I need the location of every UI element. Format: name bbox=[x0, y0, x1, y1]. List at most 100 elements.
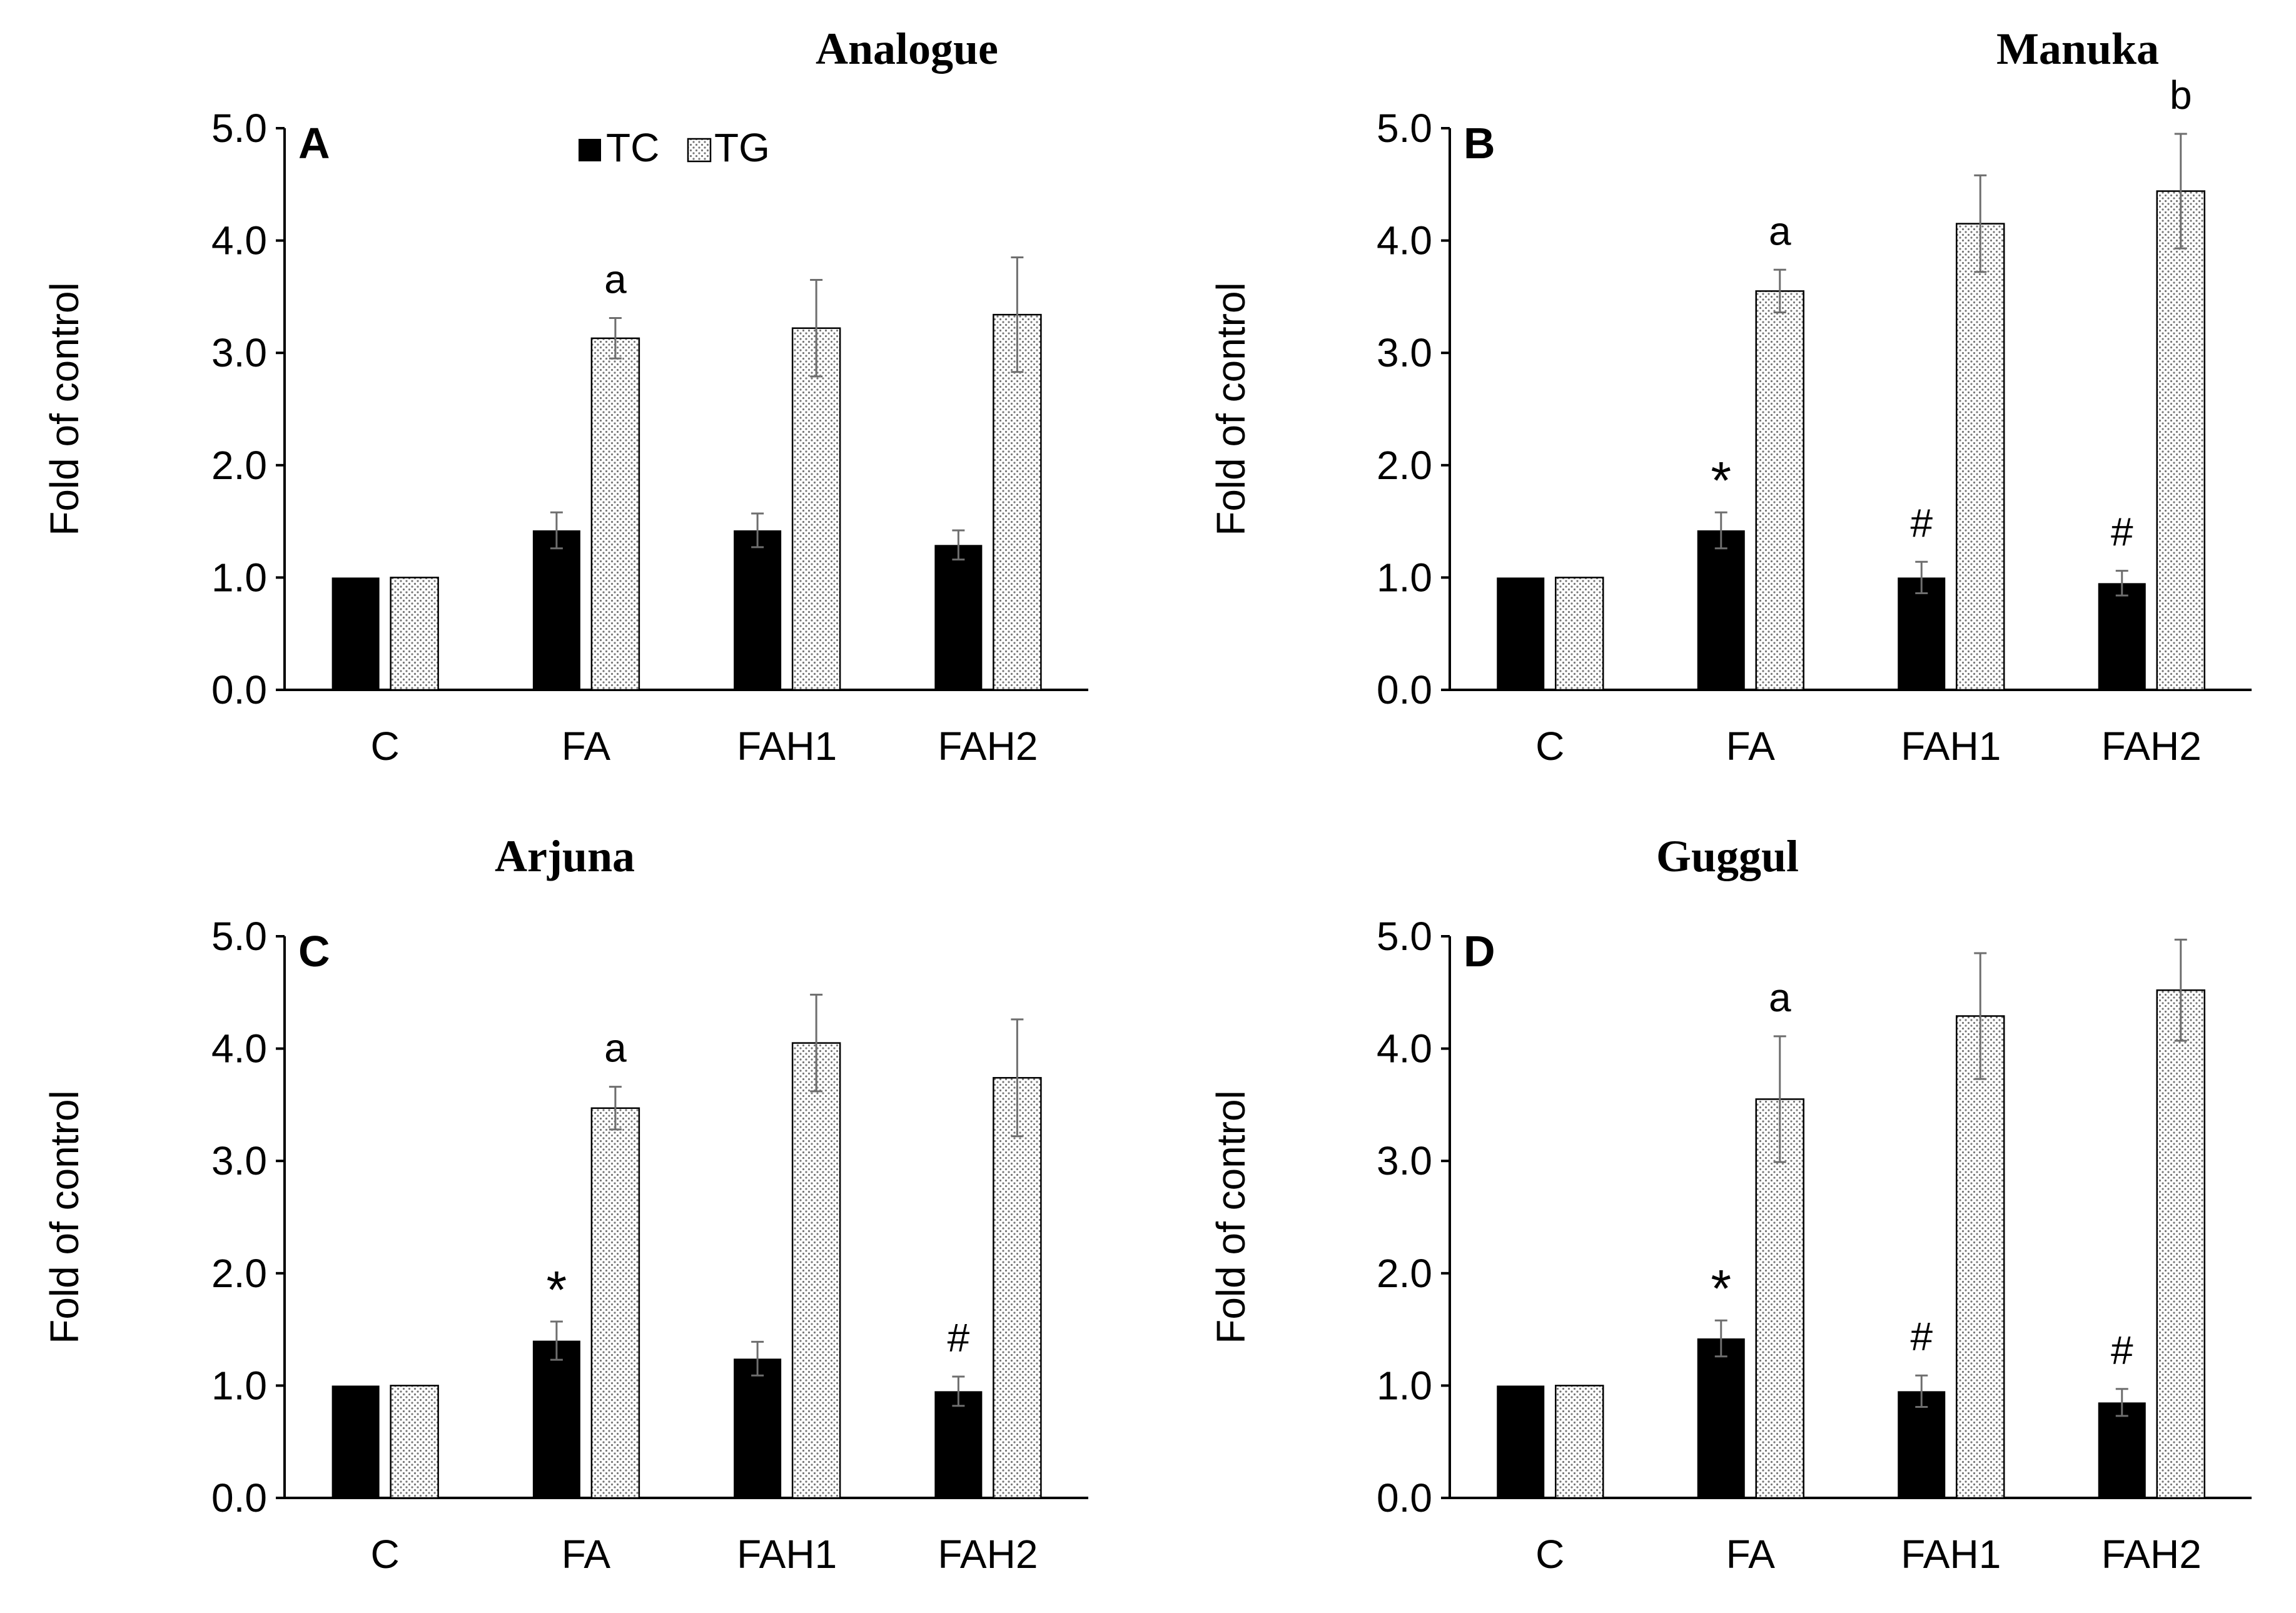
legend-swatch-tc bbox=[579, 139, 601, 161]
y-tick-label: 4.0 bbox=[211, 1026, 267, 1071]
y-axis-title: Fold of control bbox=[42, 1090, 87, 1344]
x-tick-label: FA bbox=[562, 1532, 611, 1577]
panel-letter: A bbox=[298, 119, 330, 168]
y-tick-label: 0.0 bbox=[211, 1475, 267, 1520]
x-tick-label: FAH2 bbox=[938, 724, 1038, 769]
x-tick-label: C bbox=[371, 1532, 400, 1577]
x-tick-label: FAH1 bbox=[1901, 1532, 2001, 1577]
x-tick-label: FA bbox=[1726, 724, 1776, 769]
y-tick-label: 3.0 bbox=[211, 330, 267, 375]
y-tick-label: 5.0 bbox=[211, 106, 267, 151]
significance-mark: # bbox=[1910, 1314, 1933, 1359]
panel-title: Manuka bbox=[1996, 24, 2159, 74]
panel-letter: B bbox=[1464, 119, 1495, 168]
y-tick-label: 4.0 bbox=[211, 218, 267, 263]
significance-mark: a bbox=[604, 257, 627, 302]
x-tick-label: C bbox=[1535, 1532, 1564, 1577]
y-axis-title: Fold of control bbox=[42, 282, 87, 536]
x-tick-label: FAH1 bbox=[737, 724, 837, 769]
panel-a: Analogue A 0.0 1.0 2.0 3.0 4.0 5.0 Fold of contr… bbox=[42, 24, 1088, 769]
bar-tc bbox=[1497, 1385, 1545, 1498]
y-tick-label: 5.0 bbox=[1377, 106, 1432, 151]
bar-tc bbox=[934, 1391, 983, 1498]
legend-swatch-tg bbox=[687, 138, 712, 163]
bar-tg bbox=[1555, 577, 1604, 691]
y-tick-label: 5.0 bbox=[1377, 914, 1432, 959]
bar-tg bbox=[791, 327, 841, 691]
y-axis-title: Fold of control bbox=[1208, 1090, 1253, 1344]
bar-tg bbox=[993, 1077, 1042, 1499]
y-tick-label: 2.0 bbox=[1377, 1251, 1432, 1296]
panel-title: Arjuna bbox=[495, 831, 635, 881]
bar-tg bbox=[390, 577, 439, 691]
y-tick-label: 2.0 bbox=[211, 443, 267, 488]
bar-tc bbox=[734, 530, 782, 690]
x-tick-label: FAH2 bbox=[938, 1532, 1038, 1577]
bar-tc bbox=[1697, 1338, 1745, 1498]
bar-tc bbox=[734, 1358, 782, 1498]
panel-title: Analogue bbox=[816, 24, 998, 74]
significance-mark: a bbox=[1769, 975, 1791, 1020]
x-tick-label: FAH2 bbox=[2101, 724, 2202, 769]
bar-tg bbox=[791, 1042, 841, 1499]
bar-tc bbox=[1898, 577, 1946, 690]
bar-tg bbox=[1755, 1098, 1804, 1499]
y-tick-label: 0.0 bbox=[211, 667, 267, 712]
significance-mark: * bbox=[547, 1260, 567, 1319]
significance-mark: * bbox=[1711, 451, 1731, 510]
bar-tc bbox=[2098, 1402, 2146, 1498]
panel-letter: D bbox=[1464, 927, 1495, 976]
bar-tg bbox=[590, 337, 640, 691]
y-tick-label: 2.0 bbox=[211, 1251, 267, 1296]
significance-mark: # bbox=[2111, 510, 2133, 555]
significance-mark: * bbox=[1711, 1259, 1731, 1318]
bar-tg bbox=[1555, 1385, 1604, 1499]
bar-tg bbox=[1956, 1015, 2005, 1499]
x-tick-label: FAH1 bbox=[1901, 724, 2001, 769]
legend-label-tg: TG bbox=[714, 125, 770, 170]
significance-mark: # bbox=[1910, 500, 1933, 545]
bar-tg bbox=[1755, 290, 1804, 691]
y-tick-label: 1.0 bbox=[1377, 1363, 1432, 1408]
y-tick-label: 1.0 bbox=[211, 555, 267, 600]
bar-tc bbox=[1898, 1391, 1946, 1498]
significance-mark: b bbox=[2170, 73, 2192, 118]
bar-tc bbox=[532, 1340, 580, 1498]
y-tick-label: 3.0 bbox=[1377, 1138, 1432, 1183]
bar-tg bbox=[2156, 989, 2205, 1499]
bar-tc bbox=[331, 1385, 380, 1498]
bar-tg bbox=[390, 1385, 439, 1499]
y-tick-label: 0.0 bbox=[1377, 667, 1432, 712]
panel-b: Manuka B 0.0 1.0 2.0 3.0 4.0 5.0 Fold of control… bbox=[1208, 24, 2252, 769]
y-tick-label: 1.0 bbox=[1377, 555, 1432, 600]
y-tick-label: 5.0 bbox=[211, 914, 267, 959]
x-tick-label: C bbox=[1535, 724, 1564, 769]
bar-tc bbox=[2098, 583, 2146, 690]
bar-tg bbox=[590, 1107, 640, 1499]
bar-tc bbox=[934, 545, 983, 690]
y-tick-label: 3.0 bbox=[1377, 330, 1432, 375]
significance-mark: # bbox=[948, 1315, 970, 1360]
x-tick-label: FAH2 bbox=[2101, 1532, 2202, 1577]
bar-tc bbox=[1497, 577, 1545, 690]
panel-d: Guggul D 0.0 1.0 2.0 3.0 4.0 5.0 Fold of control… bbox=[1208, 831, 2252, 1577]
bar-tc bbox=[1697, 530, 1745, 690]
y-axis-title: Fold of control bbox=[1208, 282, 1253, 536]
y-tick-label: 0.0 bbox=[1377, 1475, 1432, 1520]
significance-mark: a bbox=[1769, 208, 1791, 253]
panel-letter: C bbox=[298, 927, 330, 976]
x-tick-label: C bbox=[371, 724, 400, 769]
x-tick-label: FAH1 bbox=[737, 1532, 837, 1577]
bar-tc bbox=[532, 530, 580, 690]
bar-tg bbox=[2156, 190, 2205, 691]
panel-c: Arjuna C 0.0 1.0 2.0 3.0 4.0 5.0 Fold of control… bbox=[42, 831, 1088, 1577]
x-tick-label: FA bbox=[562, 724, 611, 769]
panel-title: Guggul bbox=[1656, 831, 1799, 881]
bar-tg bbox=[1956, 223, 2005, 691]
bar-tc bbox=[331, 577, 380, 690]
y-tick-label: 4.0 bbox=[1377, 218, 1432, 263]
significance-mark: # bbox=[2111, 1328, 2133, 1373]
significance-mark: a bbox=[604, 1026, 627, 1071]
y-tick-label: 4.0 bbox=[1377, 1026, 1432, 1071]
